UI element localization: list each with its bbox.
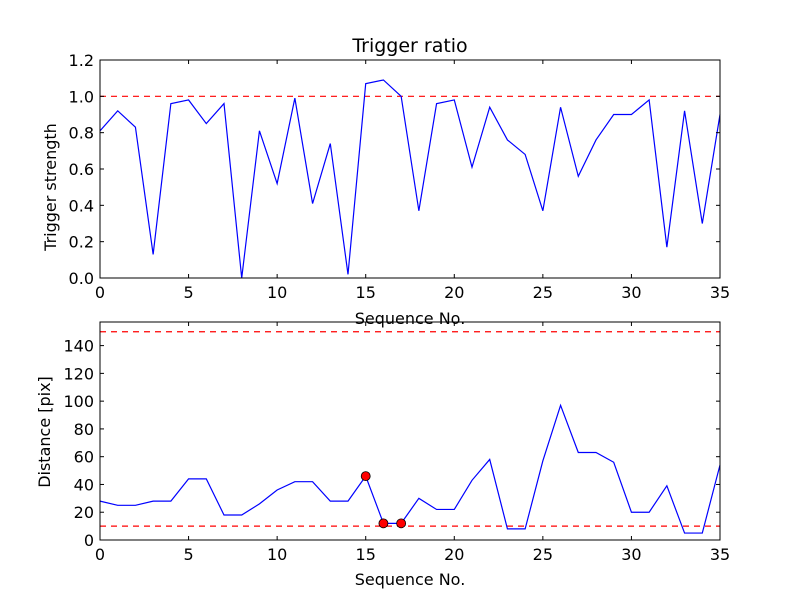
y-tick-label: 80 — [74, 420, 94, 439]
y-tick-label: 1.2 — [69, 51, 94, 70]
y-tick-label: 0.4 — [69, 196, 94, 215]
x-tick-label: 25 — [533, 283, 553, 302]
x-tick-label: 25 — [533, 545, 553, 564]
y-tick-label: 140 — [63, 337, 94, 356]
y-tick-label: 0.6 — [69, 160, 94, 179]
x-tick-label: 20 — [444, 545, 464, 564]
y-tick-label: 100 — [63, 392, 94, 411]
x-axis-label: Sequence No. — [355, 570, 466, 589]
x-tick-label: 10 — [267, 283, 287, 302]
x-tick-label: 35 — [710, 545, 730, 564]
y-tick-label: 20 — [74, 503, 94, 522]
x-tick-label: 30 — [621, 545, 641, 564]
series-line — [99, 403, 721, 534]
x-tick-label: 0 — [95, 283, 105, 302]
y-tick-label: 0.8 — [69, 124, 94, 143]
highlight-point — [396, 518, 407, 529]
y-axis-label: Trigger strength — [41, 123, 60, 252]
x-axis-label: Sequence No. — [355, 309, 466, 328]
chart-title: Trigger ratio — [351, 35, 467, 57]
series-line — [99, 79, 721, 279]
highlight-point — [378, 518, 389, 529]
y-tick-label: 120 — [63, 364, 94, 383]
y-tick-label: 0.0 — [69, 269, 94, 288]
y-tick-label: 60 — [74, 448, 94, 467]
x-tick-label: 15 — [356, 545, 376, 564]
distance-chart: Distance [pix] Sequence No. 0 5 10 15 20 25 30… — [35, 321, 730, 589]
highlight-point — [360, 471, 371, 482]
x-tick-label: 20 — [444, 283, 464, 302]
x-tick-label: 5 — [183, 545, 193, 564]
y-axis-label: Distance [pix] — [35, 376, 54, 488]
plot-frame — [99, 321, 721, 541]
x-tick-label: 35 — [710, 283, 730, 302]
plot-area: 0 5 10 15 20 25 30 35 0.0 0.2 0.4 0.6 0.8 1.0 1.2 — [69, 51, 731, 302]
x-tick-label: 0 — [95, 545, 105, 564]
plot-frame — [99, 59, 721, 279]
x-tick-label: 10 — [267, 545, 287, 564]
y-tick-label: 40 — [74, 475, 94, 494]
x-tick-label: 5 — [183, 283, 193, 302]
x-tick-label: 30 — [621, 283, 641, 302]
y-tick-label: 0 — [84, 531, 94, 550]
y-tick-label: 0.2 — [69, 233, 94, 252]
y-tick-label: 1.0 — [69, 87, 94, 106]
plot-area: 0 5 10 15 20 25 30 35 0 20 40 60 80 100 120 140 — [63, 321, 730, 564]
x-tick-label: 15 — [356, 283, 376, 302]
trigger-ratio-chart: Trigger ratio Trigger strength Sequence … — [41, 35, 730, 328]
